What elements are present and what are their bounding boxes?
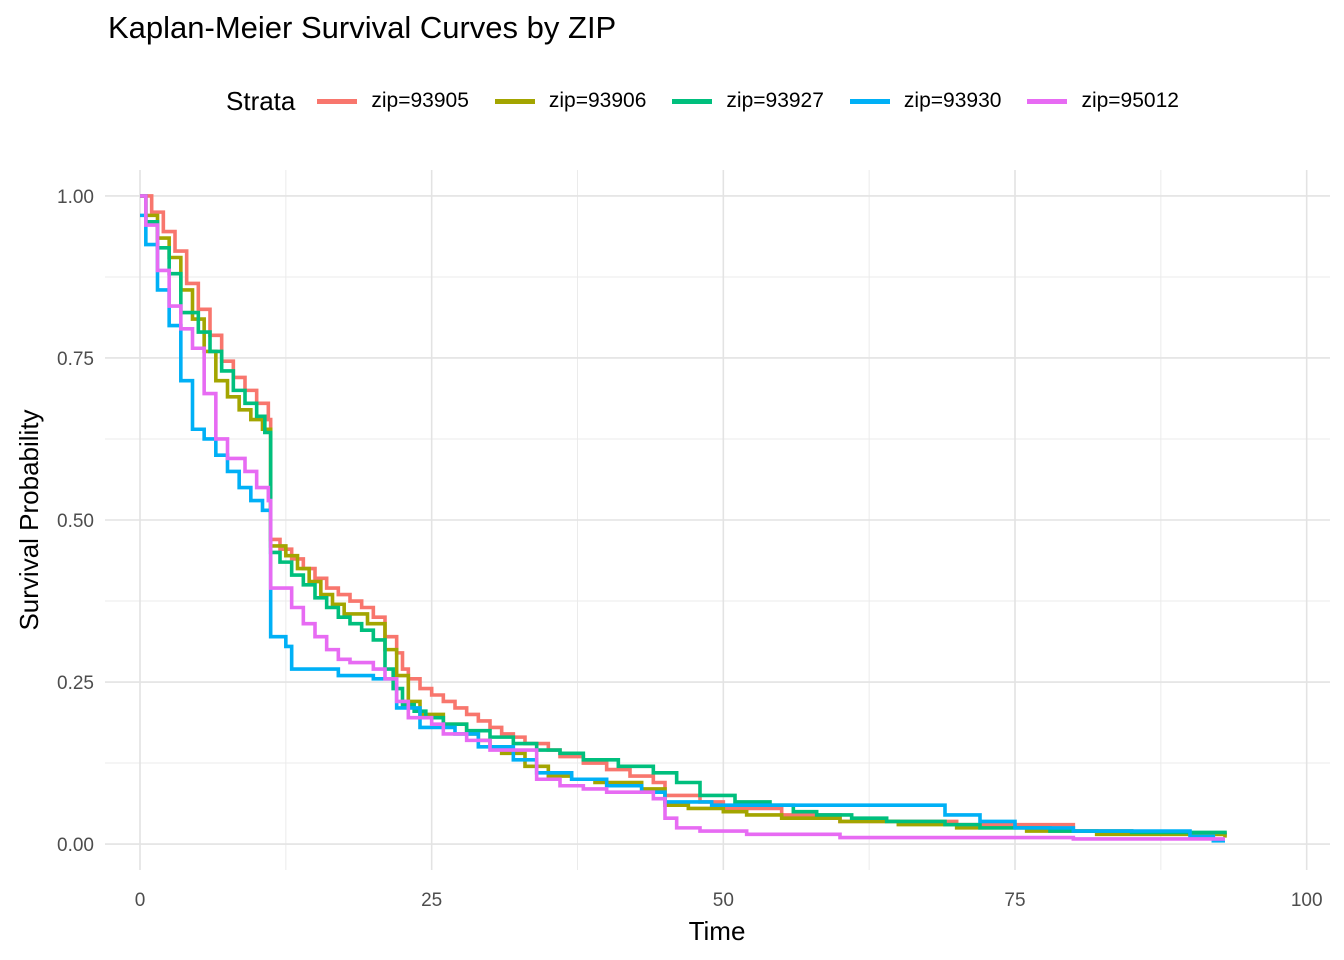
y-tick-label: 0.75 <box>57 349 94 370</box>
legend-item: zip=93930 <box>849 89 1002 113</box>
legend-key <box>1027 98 1068 104</box>
y-tick-label: 0.00 <box>57 835 94 856</box>
legend-item: zip=93927 <box>672 89 824 113</box>
series-line-zip-93927 <box>140 194 1227 835</box>
legend-label: zip=93905 <box>371 89 469 112</box>
legend-label: zip=93927 <box>726 89 824 112</box>
legend-key <box>317 98 358 104</box>
legend-key <box>672 98 713 104</box>
chart-title: Kaplan-Meier Survival Curves by ZIP <box>108 10 617 45</box>
x-axis-ticks: 0 25 50 75 100 <box>135 890 1323 911</box>
x-tick-label: 75 <box>1004 890 1025 911</box>
x-tick-label: 0 <box>135 890 146 911</box>
y-axis-ticks: 0.00 0.25 0.50 0.75 1.00 <box>57 187 94 856</box>
legend: Strata zip=93905 zip=93906 zip=93927 zip=93… <box>226 84 1205 118</box>
legend-title: Strata <box>226 85 296 116</box>
series-layer <box>140 194 1227 843</box>
y-tick-label: 0.50 <box>57 511 94 532</box>
legend-key <box>494 98 535 104</box>
y-tick-label: 1.00 <box>57 187 94 208</box>
legend-label: zip=93930 <box>903 89 1002 112</box>
major-gridlines <box>105 170 1330 870</box>
x-tick-label: 50 <box>713 890 734 911</box>
legend-key <box>849 98 890 104</box>
series-line-zip-95012 <box>140 194 1225 841</box>
legend-item: zip=93906 <box>494 89 647 113</box>
y-tick-label: 0.25 <box>57 673 94 694</box>
y-axis-title: Survival Probability <box>14 409 44 630</box>
legend-item: zip=93905 <box>317 89 469 113</box>
series-line-zip-93906 <box>140 194 1227 838</box>
series-line-zip-93905 <box>140 194 1227 837</box>
x-tick-label: 100 <box>1291 890 1323 911</box>
x-tick-label: 25 <box>421 890 442 911</box>
legend-label: zip=95012 <box>1081 89 1179 112</box>
x-axis-title: Time <box>689 916 746 946</box>
series-line-zip-93930 <box>140 213 1225 843</box>
legend-item: zip=95012 <box>1027 89 1179 113</box>
legend-label: zip=93906 <box>548 89 647 112</box>
